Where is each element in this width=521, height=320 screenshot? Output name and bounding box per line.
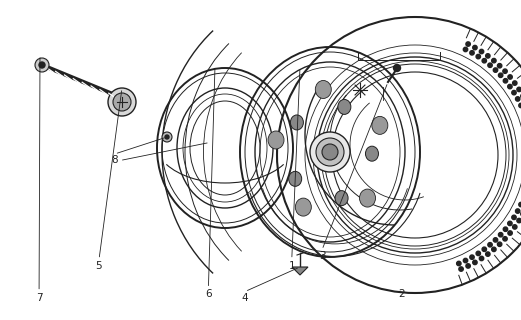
Ellipse shape <box>108 88 136 116</box>
Circle shape <box>473 260 477 265</box>
Ellipse shape <box>290 115 303 130</box>
Circle shape <box>470 51 474 55</box>
Circle shape <box>498 64 502 68</box>
Ellipse shape <box>338 100 351 114</box>
Circle shape <box>492 59 496 63</box>
Circle shape <box>35 58 49 72</box>
Circle shape <box>482 59 487 63</box>
Circle shape <box>479 49 483 54</box>
Circle shape <box>513 81 517 85</box>
Circle shape <box>162 132 172 142</box>
Ellipse shape <box>365 146 378 161</box>
Circle shape <box>503 79 507 83</box>
Circle shape <box>503 69 507 73</box>
Ellipse shape <box>268 131 284 149</box>
Ellipse shape <box>310 132 350 172</box>
Circle shape <box>519 103 521 108</box>
Circle shape <box>486 252 490 256</box>
Ellipse shape <box>335 191 348 206</box>
Circle shape <box>393 65 401 71</box>
Circle shape <box>508 231 512 235</box>
Circle shape <box>515 209 520 213</box>
Ellipse shape <box>113 93 131 111</box>
Ellipse shape <box>295 198 312 216</box>
Ellipse shape <box>315 80 331 99</box>
Polygon shape <box>292 267 308 275</box>
Text: 1: 1 <box>289 260 295 271</box>
Text: 5: 5 <box>96 260 102 271</box>
Circle shape <box>503 236 507 241</box>
Circle shape <box>459 267 463 271</box>
Circle shape <box>482 247 487 252</box>
Circle shape <box>493 68 498 72</box>
Circle shape <box>517 218 521 223</box>
Circle shape <box>463 258 468 263</box>
Circle shape <box>486 54 490 58</box>
Circle shape <box>498 242 502 246</box>
Circle shape <box>479 256 483 261</box>
Circle shape <box>165 135 169 139</box>
Circle shape <box>508 75 512 79</box>
Circle shape <box>519 202 521 207</box>
Circle shape <box>463 47 468 52</box>
Circle shape <box>512 215 516 220</box>
Text: 7: 7 <box>36 292 42 303</box>
Circle shape <box>503 227 507 231</box>
Circle shape <box>466 42 470 46</box>
Circle shape <box>476 251 480 256</box>
Circle shape <box>513 225 517 229</box>
Circle shape <box>499 73 503 77</box>
Circle shape <box>488 243 492 247</box>
Text: 4: 4 <box>242 292 248 303</box>
Ellipse shape <box>359 189 376 207</box>
Text: 6: 6 <box>205 289 212 300</box>
Circle shape <box>470 255 474 260</box>
Circle shape <box>456 261 461 266</box>
Circle shape <box>476 54 480 59</box>
Ellipse shape <box>372 116 388 134</box>
Circle shape <box>488 63 492 68</box>
Circle shape <box>507 221 512 226</box>
Circle shape <box>466 264 470 268</box>
Circle shape <box>512 91 516 95</box>
Circle shape <box>517 87 521 92</box>
Circle shape <box>493 238 498 242</box>
Circle shape <box>515 97 520 101</box>
Circle shape <box>499 233 503 237</box>
Text: 3: 3 <box>319 251 325 261</box>
Circle shape <box>492 247 496 252</box>
Circle shape <box>39 62 45 68</box>
Text: 8: 8 <box>111 155 118 165</box>
Text: 2: 2 <box>398 289 404 300</box>
Circle shape <box>473 45 477 50</box>
Ellipse shape <box>289 171 302 186</box>
Ellipse shape <box>322 144 338 160</box>
Ellipse shape <box>316 138 344 166</box>
Circle shape <box>507 84 512 89</box>
